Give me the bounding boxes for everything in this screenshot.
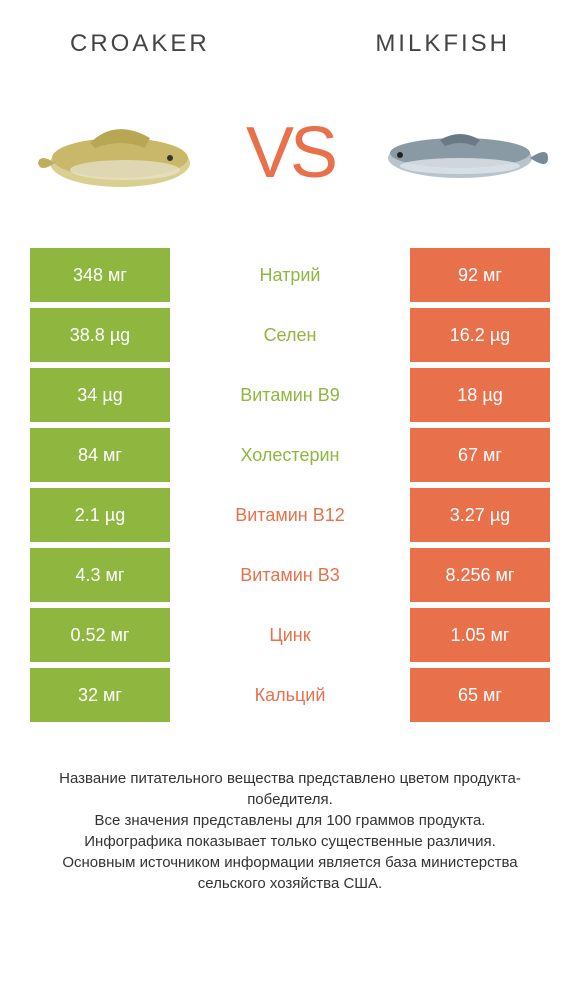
images-row: VS — [0, 68, 580, 248]
left-product-title: CROAKER — [70, 30, 210, 58]
footer-line: Основным источником информации является … — [30, 852, 550, 894]
nutrient-label: Цинк — [170, 608, 410, 662]
table-row: 34 µgВитамин B918 µg — [30, 368, 550, 422]
table-row: 4.3 мгВитамин B38.256 мг — [30, 548, 550, 602]
header: CROAKER MILKFISH — [0, 0, 580, 68]
footer-notes: Название питательного вещества представл… — [0, 728, 580, 894]
nutrient-label: Холестерин — [170, 428, 410, 482]
nutrient-label: Витамин B3 — [170, 548, 410, 602]
right-product-title: MILKFISH — [375, 30, 510, 58]
nutrient-label: Селен — [170, 308, 410, 362]
left-value: 4.3 мг — [30, 548, 170, 602]
table-row: 348 мгНатрий92 мг — [30, 248, 550, 302]
nutrient-label: Натрий — [170, 248, 410, 302]
left-fish-image — [30, 88, 210, 218]
left-value: 0.52 мг — [30, 608, 170, 662]
left-value: 38.8 µg — [30, 308, 170, 362]
left-value: 2.1 µg — [30, 488, 170, 542]
footer-line: Название питательного вещества представл… — [30, 768, 550, 810]
table-row: 32 мгКальций65 мг — [30, 668, 550, 722]
left-value: 32 мг — [30, 668, 170, 722]
nutrient-label: Кальций — [170, 668, 410, 722]
table-row: 38.8 µgСелен16.2 µg — [30, 308, 550, 362]
right-value: 18 µg — [410, 368, 550, 422]
right-value: 65 мг — [410, 668, 550, 722]
left-value: 34 µg — [30, 368, 170, 422]
footer-line: Инфографика показывает только существенн… — [30, 831, 550, 852]
right-value: 92 мг — [410, 248, 550, 302]
vs-label: VS — [246, 112, 334, 194]
left-value: 84 мг — [30, 428, 170, 482]
right-fish-image — [370, 88, 550, 218]
comparison-table: 348 мгНатрий92 мг 38.8 µgСелен16.2 µg 34 µ… — [0, 248, 580, 722]
footer-line: Все значения представлены для 100 граммо… — [30, 810, 550, 831]
nutrient-label: Витамин B12 — [170, 488, 410, 542]
right-value: 3.27 µg — [410, 488, 550, 542]
left-value: 348 мг — [30, 248, 170, 302]
table-row: 0.52 мгЦинк1.05 мг — [30, 608, 550, 662]
right-value: 16.2 µg — [410, 308, 550, 362]
right-value: 8.256 мг — [410, 548, 550, 602]
table-row: 84 мгХолестерин67 мг — [30, 428, 550, 482]
right-value: 1.05 мг — [410, 608, 550, 662]
table-row: 2.1 µgВитамин B123.27 µg — [30, 488, 550, 542]
nutrient-label: Витамин B9 — [170, 368, 410, 422]
right-value: 67 мг — [410, 428, 550, 482]
